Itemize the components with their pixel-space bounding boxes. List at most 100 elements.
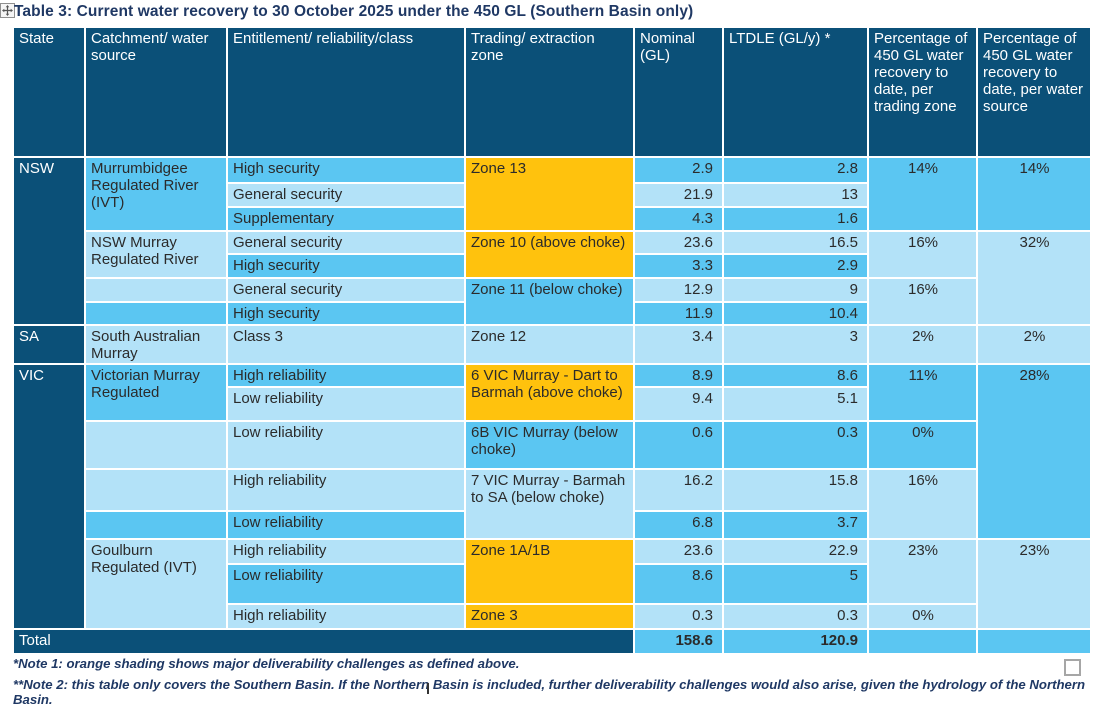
table-cell[interactable]: 13 bbox=[724, 184, 867, 206]
table-cell[interactable]: 14% bbox=[978, 158, 1090, 230]
table-cell[interactable]: 3.3 bbox=[635, 255, 722, 277]
table-cell[interactable]: 8.6 bbox=[724, 365, 867, 386]
table-cell[interactable]: 23% bbox=[869, 540, 976, 603]
table-cell[interactable]: 28% bbox=[978, 365, 1090, 538]
header-cell[interactable]: LTDLE (GL/y) * bbox=[724, 28, 867, 156]
table-cell[interactable]: NSW Murray Regulated River bbox=[86, 232, 226, 277]
table-cell[interactable] bbox=[86, 303, 226, 324]
table-cell[interactable]: High reliability bbox=[228, 540, 464, 563]
table-cell[interactable]: 158.6 bbox=[635, 630, 722, 653]
footnote-2[interactable]: **Note 2: this table only covers the Sou… bbox=[13, 677, 1086, 707]
table-cell[interactable]: High reliability bbox=[228, 470, 464, 510]
table-cell[interactable]: 2% bbox=[978, 326, 1090, 363]
table-cell[interactable]: 0.3 bbox=[724, 605, 867, 628]
table-cell[interactable]: 2.8 bbox=[724, 158, 867, 182]
header-cell[interactable]: Trading/ extraction zone bbox=[466, 28, 633, 156]
table-cell[interactable]: 6.8 bbox=[635, 512, 722, 538]
table-cell[interactable]: 2.9 bbox=[724, 255, 867, 277]
table-cell[interactable]: 32% bbox=[978, 232, 1090, 324]
table-cell[interactable]: 16.2 bbox=[635, 470, 722, 510]
table-cell[interactable]: Zone 10 (above choke) bbox=[466, 232, 633, 277]
table-cell[interactable] bbox=[978, 630, 1090, 653]
table-cell[interactable] bbox=[86, 422, 226, 468]
table-move-handle[interactable] bbox=[0, 3, 15, 18]
table-cell[interactable]: 23.6 bbox=[635, 540, 722, 563]
header-cell[interactable]: Percentage of 450 GL water recovery to d… bbox=[978, 28, 1090, 156]
table-cell[interactable]: Zone 13 bbox=[466, 158, 633, 230]
table-cell[interactable]: 9 bbox=[724, 279, 867, 301]
table-cell[interactable]: 120.9 bbox=[724, 630, 867, 653]
table-cell[interactable]: 11.9 bbox=[635, 303, 722, 324]
table-cell[interactable]: VIC bbox=[14, 365, 84, 628]
table-cell[interactable]: Victorian Murray Regulated bbox=[86, 365, 226, 420]
table-cell[interactable]: 1.6 bbox=[724, 208, 867, 230]
table-cell[interactable]: Supplementary bbox=[228, 208, 464, 230]
table-cell[interactable]: 0.6 bbox=[635, 422, 722, 468]
table-cell[interactable]: 14% bbox=[869, 158, 976, 230]
table-cell[interactable]: 2% bbox=[869, 326, 976, 363]
table-cell[interactable] bbox=[86, 279, 226, 301]
table-cell[interactable]: 7 VIC Murray - Barmah to SA (below choke… bbox=[466, 470, 633, 538]
table-cell[interactable]: General security bbox=[228, 232, 464, 253]
table-cell[interactable]: 21.9 bbox=[635, 184, 722, 206]
table-cell[interactable]: 16% bbox=[869, 232, 976, 277]
table-cell[interactable]: 9.4 bbox=[635, 388, 722, 420]
header-cell[interactable]: Catchment/ water source bbox=[86, 28, 226, 156]
table-cell[interactable]: Zone 3 bbox=[466, 605, 633, 628]
table-cell[interactable]: 16.5 bbox=[724, 232, 867, 253]
table-cell[interactable]: 16% bbox=[869, 279, 976, 324]
table-cell[interactable]: 2.9 bbox=[635, 158, 722, 182]
header-cell[interactable]: State bbox=[14, 28, 84, 156]
header-cell[interactable]: Entitlement/ reliability/class bbox=[228, 28, 464, 156]
table-cell[interactable]: 4.3 bbox=[635, 208, 722, 230]
table-cell[interactable]: 5.1 bbox=[724, 388, 867, 420]
table-cell[interactable]: 16% bbox=[869, 470, 976, 538]
table-cell[interactable]: 0.3 bbox=[724, 422, 867, 468]
table-cell[interactable]: 8.9 bbox=[635, 365, 722, 386]
table-cell[interactable]: Zone 1A/1B bbox=[466, 540, 633, 603]
table-cell[interactable]: High reliability bbox=[228, 365, 464, 386]
table-cell[interactable]: 12.9 bbox=[635, 279, 722, 301]
table-cell[interactable]: Low reliability bbox=[228, 422, 464, 468]
table-cell[interactable]: 6 VIC Murray - Dart to Barmah (above cho… bbox=[466, 365, 633, 420]
table-cell[interactable]: High security bbox=[228, 303, 464, 324]
table-cell[interactable]: 15.8 bbox=[724, 470, 867, 510]
table-cell[interactable]: 6B VIC Murray (below choke) bbox=[466, 422, 633, 468]
table-cell[interactable]: High reliability bbox=[228, 605, 464, 628]
table-cell[interactable]: 22.9 bbox=[724, 540, 867, 563]
table-cell[interactable]: Low reliability bbox=[228, 512, 464, 538]
table-cell[interactable]: 8.6 bbox=[635, 565, 722, 603]
table-cell[interactable]: 3.4 bbox=[635, 326, 722, 363]
table-cell[interactable]: Zone 11 (below choke) bbox=[466, 279, 633, 324]
table-cell[interactable]: 0% bbox=[869, 605, 976, 628]
table-caption[interactable]: Table 3: Current water recovery to 30 Oc… bbox=[14, 3, 694, 20]
table-cell[interactable]: Goulburn Regulated (IVT) bbox=[86, 540, 226, 628]
footnote-1[interactable]: *Note 1: orange shading shows major deli… bbox=[13, 656, 520, 671]
table-cell[interactable]: High security bbox=[228, 255, 464, 277]
table-cell[interactable]: General security bbox=[228, 279, 464, 301]
table-cell[interactable] bbox=[86, 470, 226, 510]
table-cell[interactable]: South Australian Murray bbox=[86, 326, 226, 363]
header-cell[interactable]: Nominal (GL) bbox=[635, 28, 722, 156]
header-cell[interactable]: Percentage of 450 GL water recovery to d… bbox=[869, 28, 976, 156]
table-cell[interactable]: Murrumbidgee Regulated River (IVT) bbox=[86, 158, 226, 230]
table-cell[interactable]: 10.4 bbox=[724, 303, 867, 324]
table-cell[interactable]: SA bbox=[14, 326, 84, 363]
table-cell[interactable] bbox=[86, 512, 226, 538]
table-cell[interactable]: 3 bbox=[724, 326, 867, 363]
table-cell[interactable]: NSW bbox=[14, 158, 84, 324]
table-cell[interactable]: High security bbox=[228, 158, 464, 182]
table-cell[interactable]: Zone 12 bbox=[466, 326, 633, 363]
table-cell[interactable]: 23% bbox=[978, 540, 1090, 628]
table-cell[interactable]: Total bbox=[14, 630, 633, 653]
table-cell[interactable] bbox=[869, 630, 976, 653]
table-cell[interactable]: 11% bbox=[869, 365, 976, 420]
table-cell[interactable]: 0.3 bbox=[635, 605, 722, 628]
table-cell[interactable]: 5 bbox=[724, 565, 867, 603]
table-cell[interactable]: 0% bbox=[869, 422, 976, 468]
table-cell[interactable]: 23.6 bbox=[635, 232, 722, 253]
table-cell[interactable]: 3.7 bbox=[724, 512, 867, 538]
table-cell[interactable]: Low reliability bbox=[228, 565, 464, 603]
table-cell[interactable]: Low reliability bbox=[228, 388, 464, 420]
table-resize-handle[interactable] bbox=[1064, 659, 1081, 676]
